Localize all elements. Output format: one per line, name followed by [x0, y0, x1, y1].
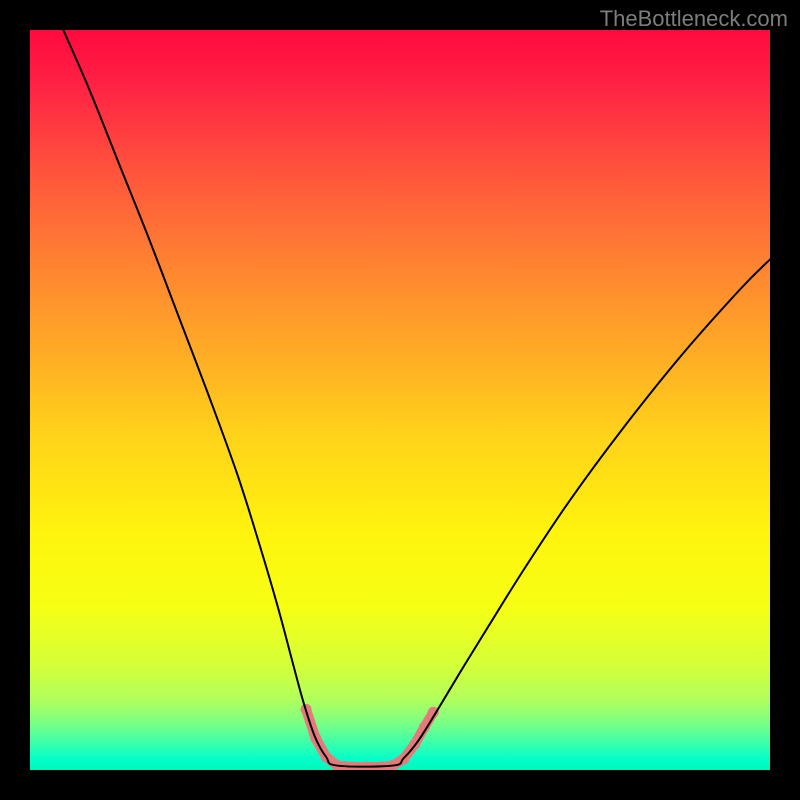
gradient-background — [30, 30, 770, 770]
chart-frame: TheBottleneck.com — [0, 0, 800, 800]
bottleneck-chart-svg — [30, 30, 770, 770]
watermark-text: TheBottleneck.com — [600, 6, 788, 32]
plot-area — [30, 30, 770, 770]
